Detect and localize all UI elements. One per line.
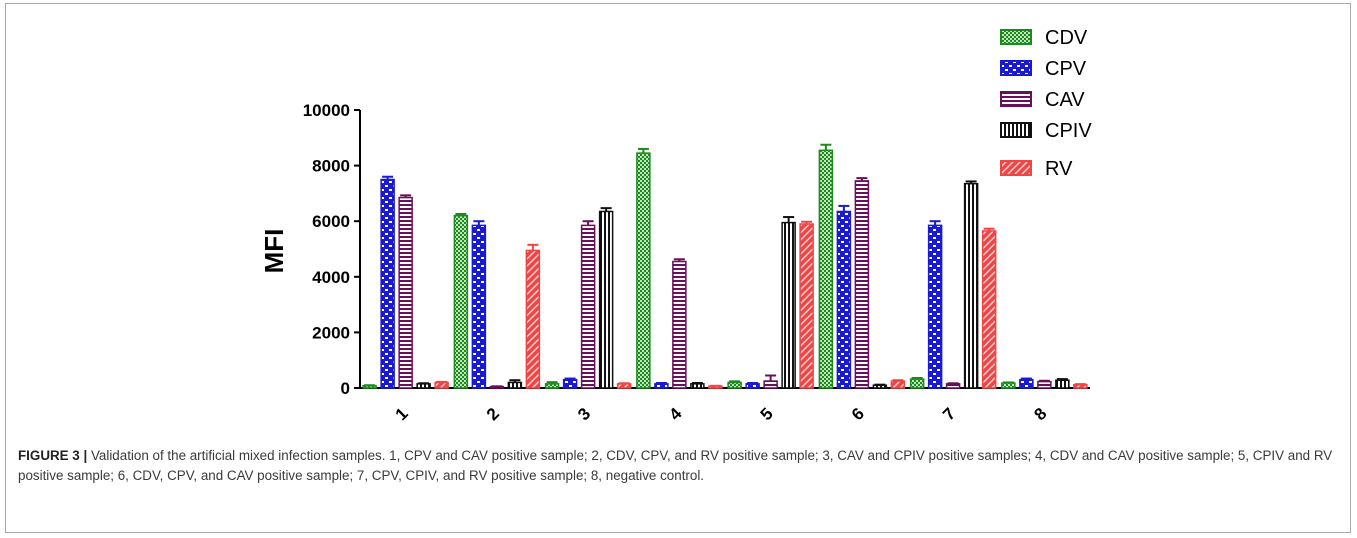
bar-cpv-6 — [836, 210, 852, 389]
legend-label-cdv: CDV — [1045, 27, 1088, 49]
bar-cdv-5 — [727, 381, 742, 389]
bar-rv-8 — [1073, 383, 1088, 389]
bar-cpv-4 — [654, 383, 669, 389]
bar-rv-2 — [525, 249, 541, 389]
x-tick-label: 6 — [848, 404, 868, 424]
caption-label: FIGURE 3 | — [18, 448, 88, 463]
bar-cdv-3 — [544, 383, 560, 389]
bar-cdv-8 — [1001, 382, 1016, 389]
legend-label-rv: RV — [1045, 158, 1073, 180]
bar-cpv-5 — [745, 383, 760, 389]
legend-swatch-cpv — [1000, 60, 1032, 76]
x-tick-label: 2 — [483, 404, 503, 424]
bar-rv-6 — [890, 380, 906, 389]
bar-cpiv-1 — [416, 383, 431, 389]
bar-cav-5 — [763, 380, 778, 389]
bar-cpv-1 — [380, 178, 395, 389]
bar-cpiv-4 — [690, 383, 705, 389]
bar-rv-3 — [616, 383, 632, 389]
legend-swatch-cdv — [1000, 29, 1032, 45]
bar-cdv-4 — [636, 152, 651, 389]
x-tick-label: 5 — [757, 404, 777, 424]
bar-cpiv-7 — [963, 182, 979, 389]
x-tick-label: 4 — [665, 404, 686, 425]
figure-frame — [5, 3, 1351, 533]
bar-cav-8 — [1037, 380, 1052, 389]
legend: CDV CPV CAV CPIV RV — [1000, 27, 1092, 180]
caption-text: Validation of the artificial mixed infec… — [18, 448, 1333, 483]
y-tick-label: 10000 — [303, 101, 350, 120]
bar-cpv-8 — [1019, 378, 1034, 389]
figure-caption: FIGURE 3 | Validation of the artificial … — [18, 446, 1336, 486]
bar-cav-6 — [854, 180, 870, 389]
bar-cav-3 — [580, 224, 596, 389]
legend-swatch-rv — [1000, 160, 1032, 176]
bar-rv-5 — [799, 223, 814, 389]
bar-cpiv-3 — [598, 210, 614, 389]
bar-cpv-3 — [562, 378, 578, 389]
bar-cav-1 — [398, 196, 413, 389]
legend-swatch-cav — [1000, 91, 1032, 107]
bar-cpiv-5 — [781, 221, 796, 389]
bar-cdv-7 — [909, 378, 925, 389]
x-tick-label: 8 — [1030, 404, 1050, 424]
y-tick-label: 4000 — [312, 268, 350, 287]
bar-rv-1 — [434, 381, 449, 389]
bar-rv-7 — [981, 230, 997, 389]
bar-cdv-2 — [453, 214, 469, 389]
legend-label-cav: CAV — [1045, 89, 1085, 111]
y-tick-label: 2000 — [312, 323, 350, 342]
bar-cav-7 — [945, 383, 961, 389]
bar-cpiv-8 — [1055, 379, 1070, 389]
bar-cpiv-2 — [507, 381, 523, 389]
y-tick-label: 6000 — [312, 212, 350, 231]
bar-cdv-6 — [818, 149, 834, 389]
legend-label-cpiv: CPIV — [1045, 120, 1092, 142]
y-axis-label: MFI — [259, 229, 289, 274]
legend-label-cpv: CPV — [1045, 58, 1087, 80]
x-tick-label: 1 — [392, 404, 412, 424]
bar-chart: 0 2000 4000 6000 8000 10000 MFI 1 2 3 4 5 6 7 8 CDV CP… — [259, 27, 1092, 425]
x-tick-label: 3 — [574, 404, 594, 424]
bars-group: 1 2 3 4 5 6 7 8 — [362, 143, 1088, 425]
legend-swatch-cpiv — [1000, 122, 1032, 138]
x-tick-label: 7 — [939, 404, 959, 424]
y-tick-label: 8000 — [312, 157, 350, 176]
y-tick-label: 0 — [341, 379, 350, 398]
bar-cpv-7 — [927, 224, 943, 389]
bar-cpv-2 — [471, 224, 487, 389]
bar-cav-4 — [672, 260, 687, 389]
